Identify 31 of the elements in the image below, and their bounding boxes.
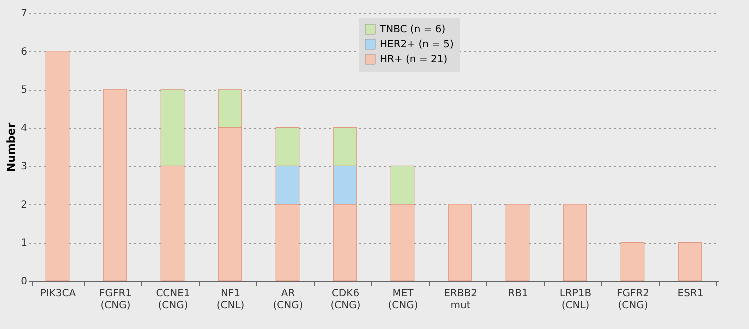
y-tick-label: 4: [21, 123, 28, 134]
bar: [46, 50, 70, 282]
x-tick-label: ERBB2 mut: [444, 288, 478, 312]
x-tick-label: CCNE1 (CNG): [156, 288, 190, 312]
bar: [506, 204, 530, 282]
bar: [448, 204, 472, 282]
x-tick-label: AR (CNG): [273, 288, 304, 312]
x-tick-label: FGFR1 (CNG): [99, 288, 132, 312]
bar: [563, 204, 588, 282]
x-tick-label: PIK3CA: [40, 288, 76, 300]
y-tick-label: 6: [21, 46, 28, 58]
x-tick-label: RB1: [508, 288, 528, 300]
bar: [678, 242, 702, 282]
x-tick-label: ESR1: [678, 288, 704, 300]
legend-label: TNBC (n = 6): [379, 24, 446, 36]
y-tick-label: 0: [21, 276, 28, 288]
y-tick-label: 5: [21, 85, 28, 96]
x-tick-label: CDK6 (CNG): [330, 288, 361, 312]
y-tick-label: 2: [21, 200, 28, 211]
y-tick-label: 7: [21, 8, 28, 20]
y-axis-title: Number: [5, 122, 18, 172]
x-tick-label: LRP1B (CNL): [560, 288, 592, 312]
bar: [103, 89, 128, 282]
x-tick-label: MET (CNG): [388, 288, 418, 312]
legend-label: HER2+ (n = 5): [380, 40, 454, 50]
x-tick-label: FGFR2 (CNG): [616, 288, 650, 312]
x-tick-label: NF1 (CNL): [216, 288, 245, 312]
legend-label: HR+ (n = 21): [380, 54, 448, 66]
y-tick-label: 3: [21, 162, 28, 173]
y-tick-label: 1: [21, 238, 28, 250]
bar: [620, 242, 645, 282]
